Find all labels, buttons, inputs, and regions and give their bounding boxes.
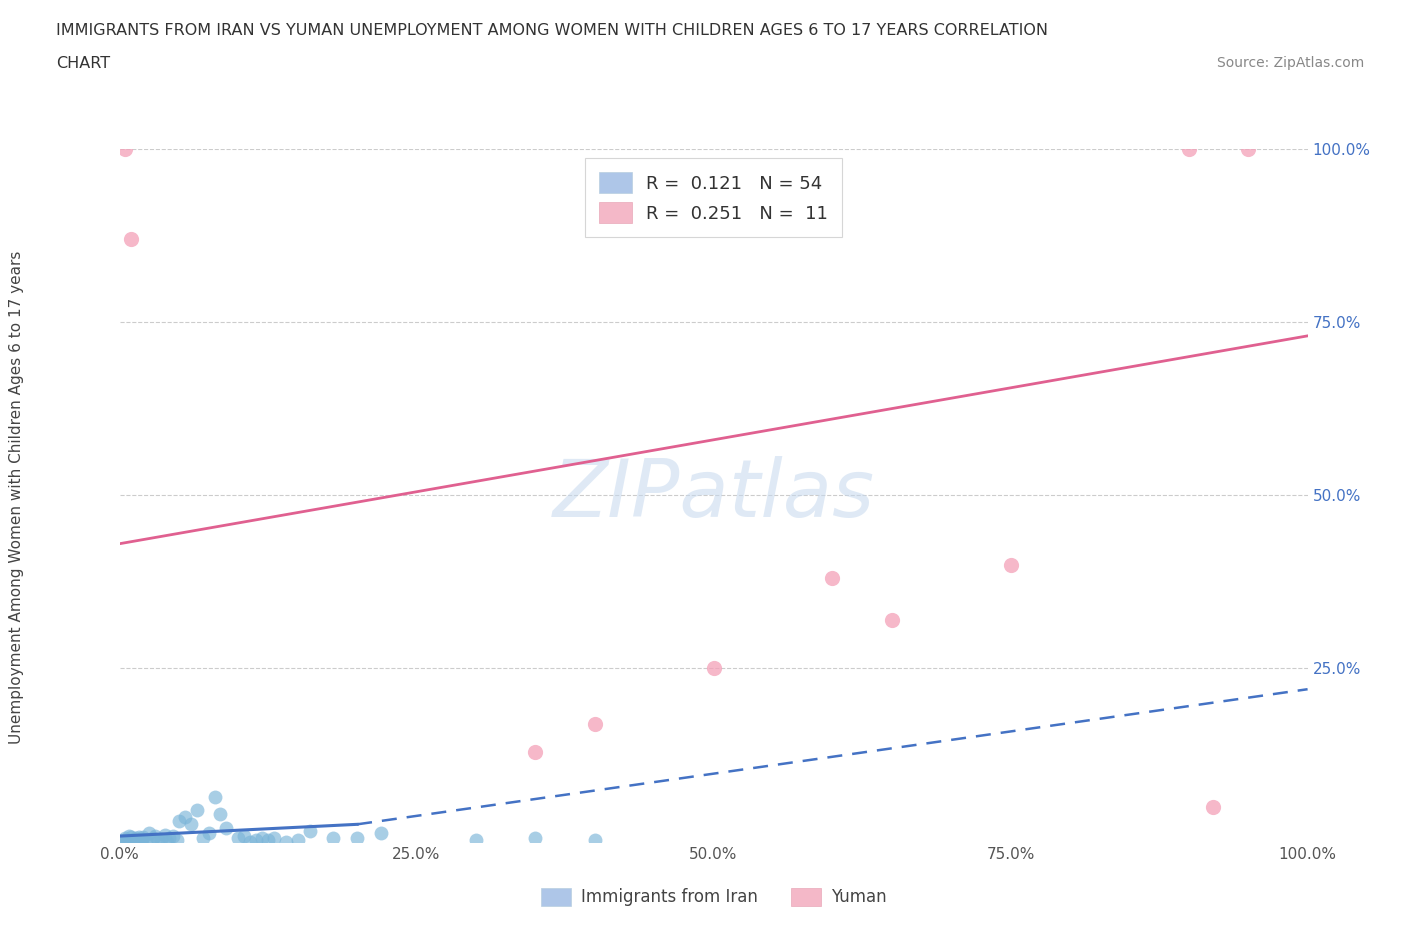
Point — [157, 830, 180, 845]
Point — [173, 810, 195, 825]
Point — [132, 830, 155, 845]
Point — [120, 830, 142, 845]
Point — [150, 831, 173, 846]
Point — [204, 790, 226, 804]
Point — [156, 834, 179, 849]
Point — [180, 817, 202, 831]
Point — [124, 834, 146, 849]
Point — [118, 829, 141, 844]
Point — [322, 830, 344, 845]
Point — [239, 834, 262, 849]
Point — [702, 661, 725, 676]
Text: Unemployment Among Women with Children Ages 6 to 17 years: Unemployment Among Women with Children A… — [10, 251, 24, 744]
Point — [197, 826, 219, 841]
Point — [112, 834, 135, 849]
Point — [115, 833, 138, 848]
Point — [1178, 141, 1201, 156]
Point — [287, 832, 309, 847]
Point — [131, 831, 153, 846]
Point — [166, 832, 188, 847]
Point — [138, 826, 160, 841]
Point — [1000, 557, 1022, 572]
Point — [186, 803, 208, 817]
Point — [524, 744, 547, 759]
Point — [250, 830, 273, 845]
Point — [191, 830, 214, 845]
Point — [1201, 800, 1223, 815]
Point — [153, 828, 176, 843]
Point — [114, 830, 136, 845]
Point — [162, 829, 184, 844]
Point — [114, 141, 136, 156]
Point — [583, 716, 606, 731]
Point — [583, 832, 606, 847]
Point — [121, 833, 143, 848]
Point — [257, 833, 280, 848]
Point — [880, 613, 903, 628]
Legend: Immigrants from Iran, Yuman: Immigrants from Iran, Yuman — [534, 881, 893, 913]
Text: ZIPatlas: ZIPatlas — [553, 457, 875, 534]
Point — [346, 830, 368, 845]
Text: CHART: CHART — [56, 56, 110, 71]
Point — [228, 830, 250, 845]
Point — [128, 830, 150, 844]
Point — [127, 833, 149, 848]
Point — [464, 832, 488, 847]
Point — [215, 820, 238, 835]
Point — [120, 832, 142, 847]
Point — [117, 834, 139, 849]
Point — [135, 832, 157, 847]
Point — [1237, 141, 1260, 156]
Point — [524, 830, 547, 845]
Point — [370, 826, 392, 841]
Point — [274, 834, 297, 849]
Text: IMMIGRANTS FROM IRAN VS YUMAN UNEMPLOYMENT AMONG WOMEN WITH CHILDREN AGES 6 TO 1: IMMIGRANTS FROM IRAN VS YUMAN UNEMPLOYME… — [56, 23, 1049, 38]
Point — [298, 824, 321, 839]
Point — [245, 832, 267, 847]
Point — [112, 832, 135, 847]
Point — [263, 830, 285, 845]
Point — [129, 834, 152, 849]
Point — [209, 806, 232, 821]
Point — [122, 831, 145, 846]
Point — [120, 232, 142, 246]
Point — [128, 832, 150, 847]
Point — [143, 829, 166, 844]
Text: Source: ZipAtlas.com: Source: ZipAtlas.com — [1216, 56, 1364, 70]
Point — [125, 830, 148, 845]
Point — [233, 829, 256, 844]
Point — [821, 571, 844, 586]
Point — [142, 830, 165, 845]
Point — [146, 833, 169, 848]
Point — [167, 814, 190, 829]
